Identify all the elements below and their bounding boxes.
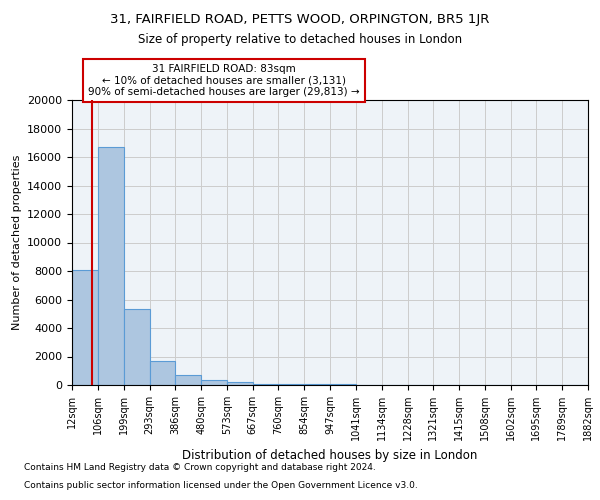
Text: 31 FAIRFIELD ROAD: 83sqm
← 10% of detached houses are smaller (3,131)
90% of sem: 31 FAIRFIELD ROAD: 83sqm ← 10% of detach…: [88, 64, 360, 97]
Text: Contains public sector information licensed under the Open Government Licence v3: Contains public sector information licen…: [24, 481, 418, 490]
Text: Contains HM Land Registry data © Crown copyright and database right 2024.: Contains HM Land Registry data © Crown c…: [24, 464, 376, 472]
Text: 31, FAIRFIELD ROAD, PETTS WOOD, ORPINGTON, BR5 1JR: 31, FAIRFIELD ROAD, PETTS WOOD, ORPINGTO…: [110, 12, 490, 26]
Bar: [278, 384, 304, 385]
Text: Size of property relative to detached houses in London: Size of property relative to detached ho…: [138, 32, 462, 46]
Bar: [304, 384, 330, 385]
Bar: [124, 310, 149, 385]
Bar: [201, 380, 227, 385]
Bar: [227, 382, 253, 385]
Bar: [330, 384, 356, 385]
Bar: [175, 375, 201, 385]
Bar: [149, 361, 175, 385]
X-axis label: Distribution of detached houses by size in London: Distribution of detached houses by size …: [182, 448, 478, 462]
Bar: [253, 384, 278, 385]
Bar: [72, 270, 98, 385]
Y-axis label: Number of detached properties: Number of detached properties: [11, 155, 22, 330]
Bar: [98, 147, 124, 385]
